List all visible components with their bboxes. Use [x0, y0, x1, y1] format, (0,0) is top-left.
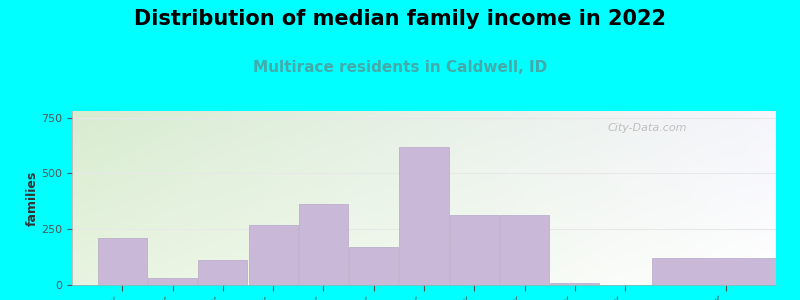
Bar: [652, 258, 800, 285]
Bar: [500, 215, 550, 285]
Bar: [249, 225, 298, 285]
Bar: [198, 260, 247, 285]
Text: City-Data.com: City-Data.com: [607, 123, 686, 133]
Y-axis label: families: families: [26, 170, 38, 226]
Bar: [148, 278, 198, 285]
Bar: [298, 204, 348, 285]
Bar: [550, 283, 599, 285]
Bar: [98, 238, 147, 285]
Bar: [349, 247, 398, 285]
Bar: [450, 215, 499, 285]
Bar: [399, 147, 449, 285]
Text: Distribution of median family income in 2022: Distribution of median family income in …: [134, 9, 666, 29]
Text: Multirace residents in Caldwell, ID: Multirace residents in Caldwell, ID: [253, 60, 547, 75]
